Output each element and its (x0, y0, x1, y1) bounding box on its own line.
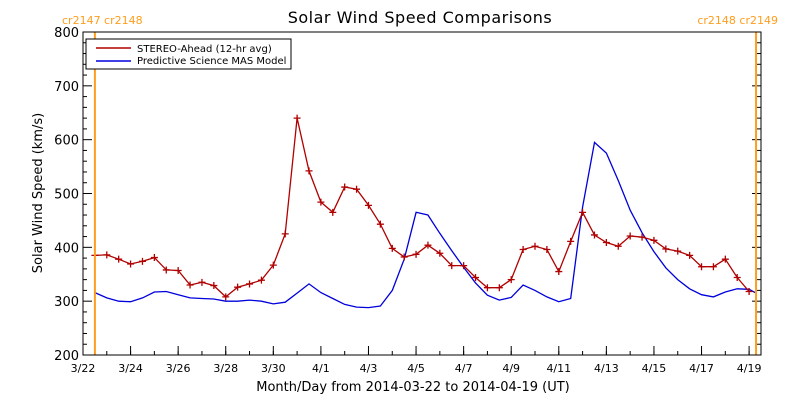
data-point-stereo (483, 284, 491, 292)
plot-frame (82, 31, 762, 356)
series-layer (91, 114, 756, 309)
data-point-stereo (507, 276, 515, 284)
data-point-stereo (626, 232, 634, 240)
legend-label-stereo: STEREO-Ahead (12-hr avg) (137, 44, 272, 55)
data-point-stereo (317, 198, 325, 206)
x-tick-label: 4/11 (546, 362, 571, 375)
x-tick-label: 4/19 (737, 362, 762, 375)
data-point-stereo (293, 114, 301, 122)
x-tick-label: 3/28 (213, 362, 238, 375)
data-point-stereo (531, 242, 539, 250)
data-point-stereo (745, 287, 753, 295)
y-axis-label: Solar Wind Speed (km/s) (31, 113, 46, 273)
chart-title: Solar Wind Speed Comparisons (288, 8, 553, 27)
data-point-stereo (376, 220, 384, 228)
data-point-stereo (555, 268, 563, 276)
data-point-stereo (698, 263, 706, 271)
data-point-stereo (329, 208, 337, 216)
y-tick-label: 800 (54, 26, 79, 41)
data-point-stereo (246, 280, 254, 288)
data-point-stereo (579, 208, 587, 216)
data-point-stereo (269, 261, 277, 269)
y-tick-label: 600 (54, 134, 79, 149)
data-point-stereo (115, 255, 123, 263)
data-point-stereo (138, 257, 146, 265)
data-point-stereo (436, 249, 444, 257)
x-tick-label: 4/17 (689, 362, 714, 375)
y-tick-label: 300 (54, 295, 79, 310)
data-point-stereo (341, 183, 349, 191)
axes-layer: 3/22 3/24 3/26 3/28 3/30 4/1 4/3 4/5 4/7 4/9 4/11 4… (54, 26, 761, 375)
x-tick-label: 4/3 (360, 362, 378, 375)
data-point-stereo (614, 242, 622, 250)
carrington-label-right: cr2148 cr2149 (697, 14, 778, 27)
x-tick-label: 4/5 (407, 362, 425, 375)
carrington-label-left: cr2147 cr2148 (62, 14, 143, 27)
data-point-stereo (543, 245, 551, 253)
x-tick-label: 4/1 (312, 362, 330, 375)
data-point-stereo (519, 245, 527, 253)
data-point-stereo (257, 276, 265, 284)
data-point-stereo (686, 251, 694, 259)
x-tick-label: 3/26 (166, 362, 191, 375)
x-axis-label: Month/Day from 2014-03-22 to 2014-04-19 … (256, 380, 569, 395)
series-line-stereo (94, 117, 750, 298)
y-tick-label: 500 (54, 188, 79, 203)
data-point-stereo (353, 185, 361, 193)
y-tick-label: 200 (54, 349, 79, 364)
legend-label-mas: Predictive Science MAS Model (137, 56, 286, 67)
data-point-stereo (733, 273, 741, 281)
data-point-stereo (364, 201, 372, 209)
data-point-stereo (662, 245, 670, 253)
x-tick-label: 4/15 (642, 362, 667, 375)
data-point-stereo (674, 247, 682, 255)
x-tick-label: 3/30 (261, 362, 286, 375)
x-tick-label: 3/22 (71, 362, 96, 375)
legend: STEREO-Ahead (12-hr avg) Predictive Scie… (85, 38, 292, 70)
data-point-stereo (305, 167, 313, 175)
data-point-stereo (590, 231, 598, 239)
data-point-stereo (150, 254, 158, 262)
data-point-stereo (103, 251, 111, 259)
data-point-stereo (709, 263, 717, 271)
x-tick-label: 4/7 (455, 362, 473, 375)
data-point-stereo (638, 233, 646, 241)
x-tick-label: 3/24 (118, 362, 143, 375)
data-point-stereo (460, 262, 468, 270)
data-point-stereo (174, 266, 182, 274)
data-point-stereo (210, 282, 218, 290)
carrington-markers (93, 32, 758, 355)
data-point-stereo (602, 238, 610, 246)
data-point-stereo (281, 230, 289, 238)
data-point-stereo (495, 284, 503, 292)
x-tick-label: 4/9 (502, 362, 520, 375)
data-point-stereo (567, 237, 575, 245)
data-point-stereo (472, 273, 480, 281)
y-tick-label: 700 (54, 80, 79, 95)
data-point-stereo (162, 266, 170, 274)
series-line-mas (94, 141, 756, 309)
data-point-stereo (388, 244, 396, 252)
data-point-stereo (400, 253, 408, 261)
data-point-stereo (721, 255, 729, 263)
data-point-stereo (650, 236, 658, 244)
legend-box (85, 38, 292, 70)
data-point-stereo (222, 293, 230, 301)
data-point-stereo (198, 278, 206, 286)
data-point-stereo (234, 283, 242, 291)
data-point-stereo (448, 262, 456, 270)
data-point-stereo (127, 260, 135, 268)
x-tick-label: 4/13 (594, 362, 619, 375)
data-point-stereo (424, 241, 432, 249)
y-tick-label: 400 (54, 241, 79, 256)
data-point-stereo (412, 250, 420, 258)
data-point-stereo (186, 281, 194, 289)
